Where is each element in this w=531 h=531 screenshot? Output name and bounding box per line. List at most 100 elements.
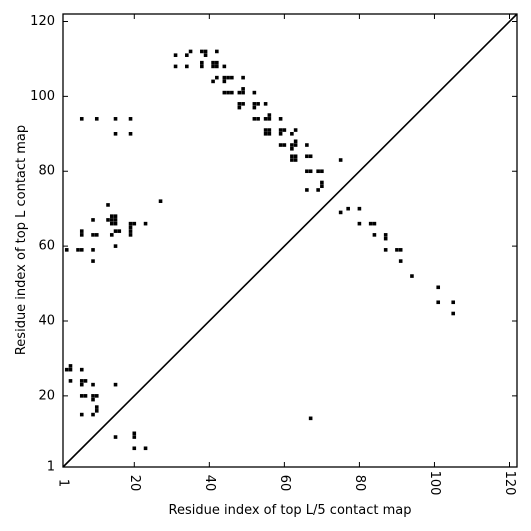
contact-point	[94, 117, 99, 121]
contact-point	[143, 221, 148, 226]
contact-point	[308, 169, 313, 174]
contact-point	[106, 203, 110, 207]
contact-point	[79, 117, 84, 121]
contact-point	[338, 210, 343, 215]
contact-point	[113, 435, 118, 439]
contact-point	[109, 218, 114, 222]
contact-point	[436, 300, 441, 305]
contact-point	[215, 60, 219, 65]
contact-point	[263, 132, 268, 136]
points-layer	[64, 49, 456, 451]
contact-point	[215, 49, 219, 54]
contact-point	[64, 367, 69, 372]
contact-point	[241, 87, 245, 91]
contact-point	[185, 53, 189, 57]
contact-point	[91, 218, 95, 222]
y-tick-label: 1	[47, 460, 55, 475]
contact-point	[132, 446, 137, 451]
y-tick-label: 40	[38, 313, 55, 328]
contact-point	[185, 64, 189, 69]
contact-point	[215, 75, 219, 80]
contact-point	[211, 64, 215, 69]
contact-point	[113, 214, 118, 218]
contact-point	[211, 60, 215, 65]
contact-point	[200, 60, 204, 65]
contact-point	[293, 158, 298, 162]
contact-point	[79, 382, 84, 387]
contact-point	[200, 64, 204, 69]
contact-point	[293, 139, 298, 144]
contact-point	[94, 394, 99, 398]
x-tick-label: 20	[127, 475, 142, 492]
contact-point	[113, 117, 118, 121]
contact-point	[263, 102, 268, 106]
contact-point	[278, 132, 283, 136]
contact-point	[109, 214, 114, 218]
contact-point	[226, 90, 230, 95]
contact-point	[94, 233, 99, 237]
contact-point	[79, 394, 84, 398]
contact-point	[128, 229, 133, 233]
contact-point	[241, 102, 245, 106]
contact-point	[117, 229, 122, 233]
contact-point	[395, 248, 399, 252]
contact-point	[158, 199, 163, 203]
y-tick-label: 20	[38, 388, 55, 403]
contact-point	[398, 259, 403, 263]
contact-point	[256, 102, 260, 106]
contact-point	[316, 169, 320, 174]
contact-point	[241, 75, 245, 80]
contact-point	[241, 90, 245, 95]
contact-point	[320, 169, 324, 174]
diagonal-line	[62, 13, 518, 468]
y-tick-label: 100	[30, 89, 55, 104]
contact-point	[410, 274, 414, 278]
contact-point	[237, 90, 242, 95]
contact-point	[252, 90, 257, 95]
contact-point	[230, 90, 234, 95]
contact-point	[222, 75, 227, 80]
contact-point	[222, 64, 227, 69]
x-tick-label: 100	[427, 471, 442, 496]
contact-point	[368, 221, 373, 226]
contact-point	[278, 117, 283, 121]
contact-point	[91, 394, 95, 398]
contact-point	[290, 154, 294, 159]
contact-point	[278, 143, 283, 147]
contact-point	[68, 364, 73, 368]
contact-point	[113, 221, 118, 226]
contact-point	[252, 105, 257, 110]
contact-point	[83, 379, 88, 383]
contact-point	[305, 143, 309, 147]
contact-point	[267, 117, 272, 121]
contact-point	[308, 416, 313, 421]
contact-point	[383, 248, 388, 252]
contact-point	[83, 394, 88, 398]
contact-point	[79, 248, 84, 252]
y-tick-label: 120	[30, 14, 55, 29]
contact-point	[290, 146, 294, 151]
contact-point	[263, 117, 268, 121]
contact-point	[290, 158, 294, 162]
contact-point	[79, 379, 84, 383]
contact-point	[94, 405, 99, 409]
contact-point	[215, 64, 219, 69]
contact-point	[91, 412, 95, 417]
contact-point	[113, 218, 118, 222]
contact-point	[211, 79, 215, 84]
contact-point	[94, 409, 99, 413]
contact-point	[132, 221, 137, 226]
x-tick-label: 1	[56, 479, 71, 487]
contact-point	[132, 435, 137, 439]
contact-point	[226, 75, 230, 80]
contact-point	[252, 102, 257, 106]
contact-point	[68, 379, 73, 383]
contact-point	[76, 248, 80, 252]
contact-point	[222, 90, 227, 95]
contact-point	[383, 233, 388, 237]
contact-point	[383, 236, 388, 241]
contact-point	[79, 367, 84, 372]
